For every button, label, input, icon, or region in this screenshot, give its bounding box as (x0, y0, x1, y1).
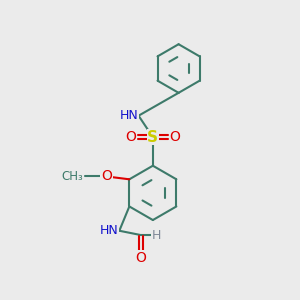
Text: S: S (147, 130, 158, 145)
Text: CH₃: CH₃ (62, 170, 84, 183)
Text: O: O (170, 130, 181, 144)
Text: O: O (101, 169, 112, 183)
Text: HN: HN (100, 224, 119, 237)
Text: O: O (135, 251, 146, 265)
Text: H: H (152, 229, 161, 242)
Text: O: O (125, 130, 136, 144)
Text: HN: HN (120, 109, 139, 122)
